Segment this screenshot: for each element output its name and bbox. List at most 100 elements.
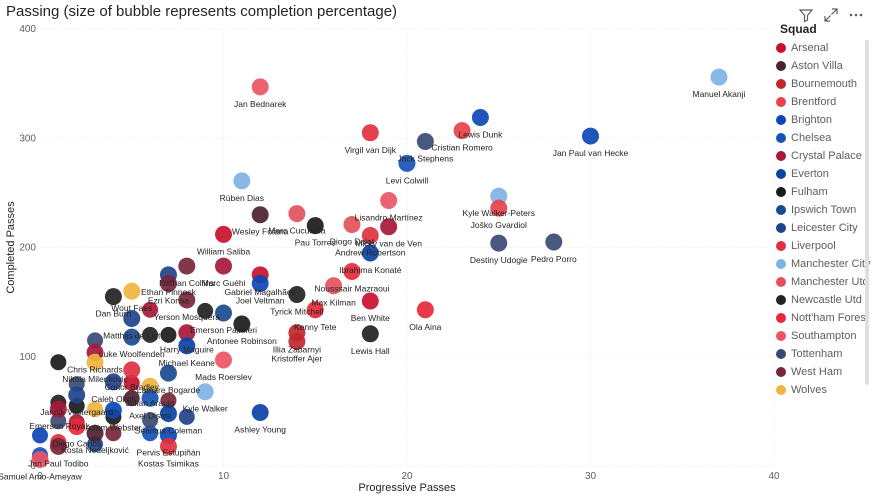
legend-swatch (776, 133, 786, 143)
data-label: Diego Carlos (52, 439, 101, 449)
data-point (251, 206, 269, 224)
data-point (361, 244, 379, 262)
data-point (141, 377, 159, 395)
x-tick-label: 0 (37, 471, 43, 482)
data-point (325, 277, 343, 295)
data-label: Matthijs de Ligt (103, 331, 161, 341)
data-point (123, 328, 141, 346)
data-label: Lewis Dunk (458, 129, 503, 139)
data-label: Emerson Royal (29, 421, 87, 431)
legend-item[interactable]: Crystal Palace (776, 147, 880, 165)
data-label: Julian Araujo (126, 398, 175, 408)
data-label: Diogo Dalot (330, 237, 375, 247)
legend-label: Everton (791, 168, 829, 180)
legend-item[interactable]: Brighton (776, 111, 880, 129)
legend-swatch (776, 349, 786, 359)
legend-item[interactable]: Wolves (776, 381, 880, 399)
data-label: Kristoffer Ajer (271, 353, 322, 363)
legend-item[interactable]: Nott'ham Forest (776, 309, 880, 327)
data-point (160, 392, 177, 409)
data-label: Tyrick Mitchell (270, 306, 323, 316)
data-point (361, 226, 379, 244)
data-point (104, 401, 122, 419)
data-label: Axel Disasi (129, 410, 171, 420)
data-label: Max Kilman (311, 298, 356, 308)
legend-label: Southampton (791, 330, 857, 342)
data-label: Nathan Collins (159, 278, 214, 288)
data-label: Ibrahima Konaté (339, 265, 402, 275)
legend-swatch (776, 43, 786, 53)
legend-item[interactable]: West Ham (776, 363, 880, 381)
data-label: Jack Stephens (397, 154, 453, 164)
legend-label: Nott'ham Forest (791, 312, 869, 324)
legend-label: Fulham (791, 186, 828, 198)
data-point (380, 192, 398, 210)
data-point (142, 412, 159, 429)
data-point (215, 351, 232, 369)
data-point (343, 216, 361, 234)
data-point (178, 337, 196, 355)
data-point (159, 364, 177, 382)
legend-item[interactable]: Ipswich Town (776, 201, 880, 219)
legend-item[interactable]: Manchester Utd (776, 273, 880, 291)
data-point (343, 263, 361, 281)
legend-item[interactable]: Liverpool (776, 237, 880, 255)
legend-item[interactable]: Manchester City (776, 255, 880, 273)
data-label: Marc Cucurella (268, 226, 325, 236)
legend-label: Tottenham (791, 348, 843, 360)
legend-label: Wolves (791, 384, 827, 396)
data-label: Destiny Udogie (470, 255, 528, 265)
x-tick-label: 40 (768, 471, 780, 482)
data-label: Ola Aina (409, 322, 441, 332)
x-tick-label: 30 (585, 471, 597, 482)
filter-icon[interactable] (798, 7, 814, 27)
legend-item[interactable]: Aston Villa (776, 57, 880, 75)
data-label: Rúben Dias (220, 193, 264, 203)
legend-label: Arsenal (791, 42, 829, 54)
data-point (123, 361, 141, 379)
data-label: Jan Paul Todibo (28, 458, 89, 468)
data-label: Conor Bradley (105, 382, 160, 392)
data-point (251, 78, 269, 96)
data-label: Adam Webster (85, 422, 141, 432)
data-label: Luke Woolfenden (99, 349, 165, 359)
data-point (31, 450, 49, 468)
data-point (490, 187, 508, 205)
data-label: Illia Zabarnyi (273, 345, 321, 355)
legend-item[interactable]: Tottenham (776, 345, 880, 363)
data-point (471, 108, 489, 126)
legend-item[interactable]: Chelsea (776, 129, 880, 147)
data-point (233, 315, 251, 333)
data-point (141, 389, 159, 407)
more-options-icon[interactable] (848, 7, 864, 27)
legend-item[interactable]: Newcastle Utd (776, 291, 880, 309)
data-label: Nousssair Mazraoui (314, 284, 389, 294)
data-label: Samuel Amo-Ameyaw (0, 471, 83, 481)
data-point (545, 233, 563, 251)
data-point (361, 124, 379, 142)
legend-item[interactable]: Arsenal (776, 39, 880, 57)
data-point (490, 234, 508, 252)
data-label: Chris Richards (67, 364, 123, 374)
data-point (50, 354, 67, 371)
legend-item[interactable]: Leicester City (776, 219, 880, 237)
legend-swatch (776, 331, 786, 341)
data-label: Ethan Pinnock (141, 287, 197, 297)
data-label: Virgil van Dijk (345, 145, 397, 155)
legend-item[interactable]: Brentford (776, 93, 880, 111)
data-point (86, 424, 104, 442)
legend-item[interactable]: Southampton (776, 327, 880, 345)
data-point (49, 400, 67, 418)
focus-mode-icon[interactable] (823, 7, 839, 27)
legend-scrollbar[interactable] (865, 40, 869, 385)
legend-item[interactable]: Everton (776, 165, 880, 183)
legend-item[interactable]: Fulham (776, 183, 880, 201)
data-point (582, 127, 599, 145)
legend-item[interactable]: Bournemouth (776, 75, 880, 93)
data-point (49, 437, 67, 455)
data-label: Harry Maguire (160, 345, 214, 355)
legend: Squad Arsenal Aston Villa Bournemouth Brent… (776, 22, 880, 399)
legend-label: Brighton (791, 114, 832, 126)
data-point (178, 408, 195, 425)
legend-swatch (776, 385, 786, 395)
